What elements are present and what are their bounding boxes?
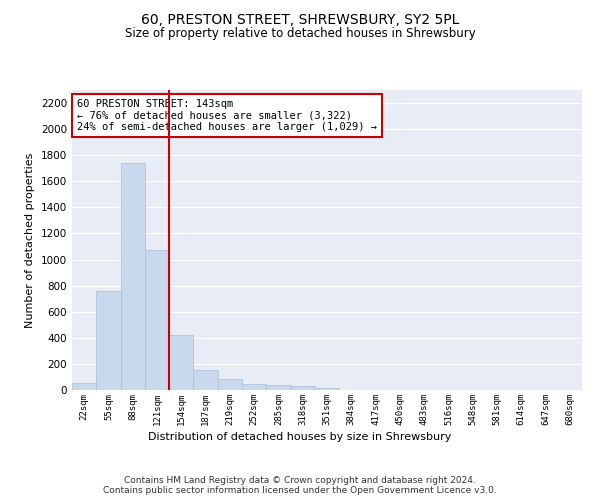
Text: Size of property relative to detached houses in Shrewsbury: Size of property relative to detached ho… (125, 28, 475, 40)
Bar (315, 388, 339, 390)
Bar (266, 385, 290, 390)
Bar (121, 163, 145, 390)
Bar (242, 384, 266, 390)
Bar (193, 370, 218, 390)
Bar (290, 386, 315, 390)
Bar (96, 291, 121, 390)
Text: Contains HM Land Registry data © Crown copyright and database right 2024.
Contai: Contains HM Land Registry data © Crown c… (103, 476, 497, 495)
Bar (169, 335, 193, 390)
Text: 60 PRESTON STREET: 143sqm
← 76% of detached houses are smaller (3,322)
24% of se: 60 PRESTON STREET: 143sqm ← 76% of detac… (77, 99, 377, 132)
Text: Distribution of detached houses by size in Shrewsbury: Distribution of detached houses by size … (148, 432, 452, 442)
Bar (218, 379, 242, 390)
Y-axis label: Number of detached properties: Number of detached properties (25, 152, 35, 328)
Bar (145, 250, 169, 390)
Bar (72, 383, 96, 390)
Text: 60, PRESTON STREET, SHREWSBURY, SY2 5PL: 60, PRESTON STREET, SHREWSBURY, SY2 5PL (141, 12, 459, 26)
